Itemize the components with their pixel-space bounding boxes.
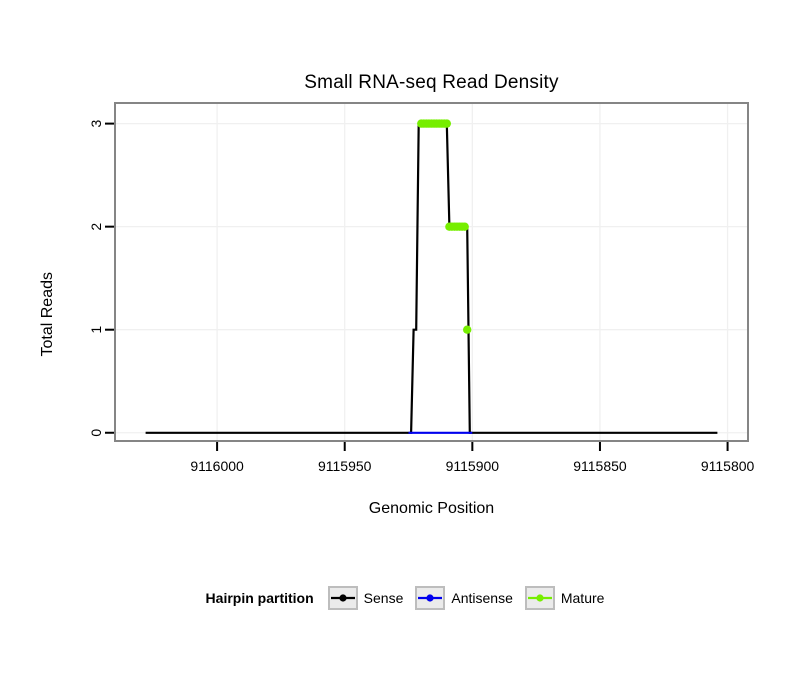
x-tick-label: 9115950 [318,458,372,474]
legend-key-mature [524,586,555,610]
series-point-mature [460,222,469,231]
x-axis-title: Genomic Position [368,500,495,517]
legend-label-mature: Mature [560,590,605,606]
legend-entries: Sense Antisense Mature [327,586,605,610]
x-tick-label: 9115800 [701,458,755,474]
legend-key-dot [426,594,434,602]
legend-key-glyph-mature [527,594,552,602]
legend-label-antisense: Antisense [451,590,513,606]
x-tick-label: 9115900 [446,458,500,474]
y-axis-title-text: Total Reads [39,272,56,357]
legend-key-sense [327,586,358,610]
legend-key-dot [536,594,544,602]
x-tick-label: 9115850 [573,458,627,474]
y-tick-label: 0 [88,429,104,437]
y-tick-label: 3 [88,120,104,128]
plot-background [115,103,748,441]
series-point-mature [442,119,451,128]
x-tick-label: 9116000 [190,458,244,474]
series-point-mature [463,325,472,334]
legend-key-antisense [415,586,446,610]
legend-key-glyph-antisense [418,594,443,602]
legend-entry-antisense: Antisense [415,586,513,610]
legend-entry-sense: Sense [327,586,404,610]
y-tick-label: 2 [88,223,104,231]
legend-entry-mature: Mature [524,586,605,610]
legend-title: Hairpin partition [205,590,314,606]
legend-key-glyph-sense [330,594,355,602]
plot-frame [114,102,749,442]
legend-key-dot [339,594,347,602]
legend: Hairpin partition Sense Antisense Mature [0,582,810,614]
legend-label-sense: Sense [363,590,404,606]
chart-title: Small RNA-seq Read Density [304,72,559,93]
y-tick-label: 1 [88,326,104,334]
